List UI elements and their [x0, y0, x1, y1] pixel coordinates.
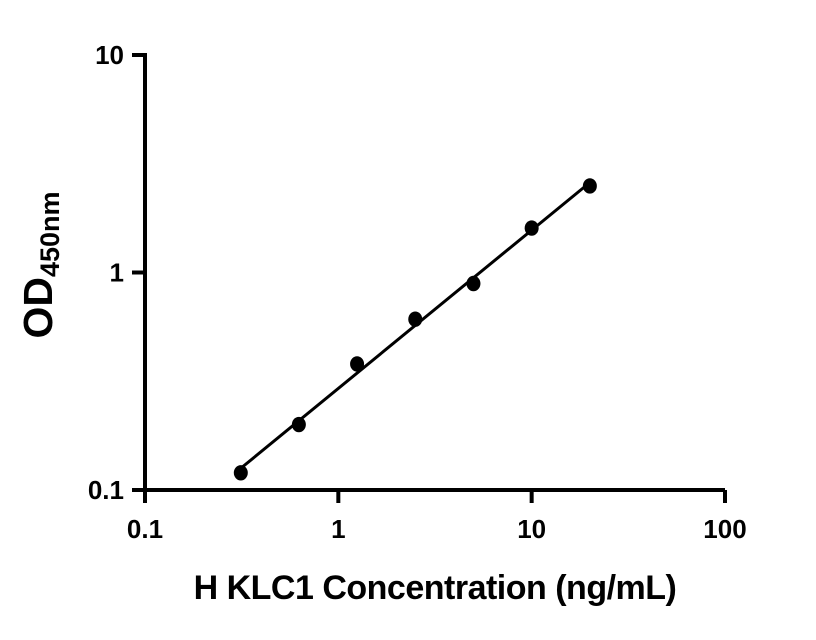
y-axis-title: OD450nm: [15, 191, 65, 338]
y-tick-label: 1: [110, 258, 124, 288]
y-axis-title-main: OD: [15, 277, 61, 339]
data-point: [466, 275, 481, 292]
data-point: [582, 178, 597, 194]
data-point: [408, 311, 423, 327]
data-point: [291, 416, 306, 433]
x-tick-label: 0.1: [127, 514, 163, 544]
data-point: [350, 356, 365, 372]
x-axis-title: H KLC1 Concentration (ng/mL): [194, 569, 677, 607]
data-point: [524, 220, 539, 236]
x-tick-label: 1: [331, 514, 345, 544]
y-axis-title-subscript: 450nm: [35, 191, 65, 277]
y-tick-label: 0.1: [88, 475, 124, 505]
y-tick-label: 10: [95, 40, 124, 70]
x-tick-label: 100: [703, 514, 746, 544]
x-tick-label: 10: [517, 514, 546, 544]
plot-generated-content: 0.1 1 10 0.1 1 10 100: [88, 40, 747, 544]
data-point: [233, 465, 248, 481]
